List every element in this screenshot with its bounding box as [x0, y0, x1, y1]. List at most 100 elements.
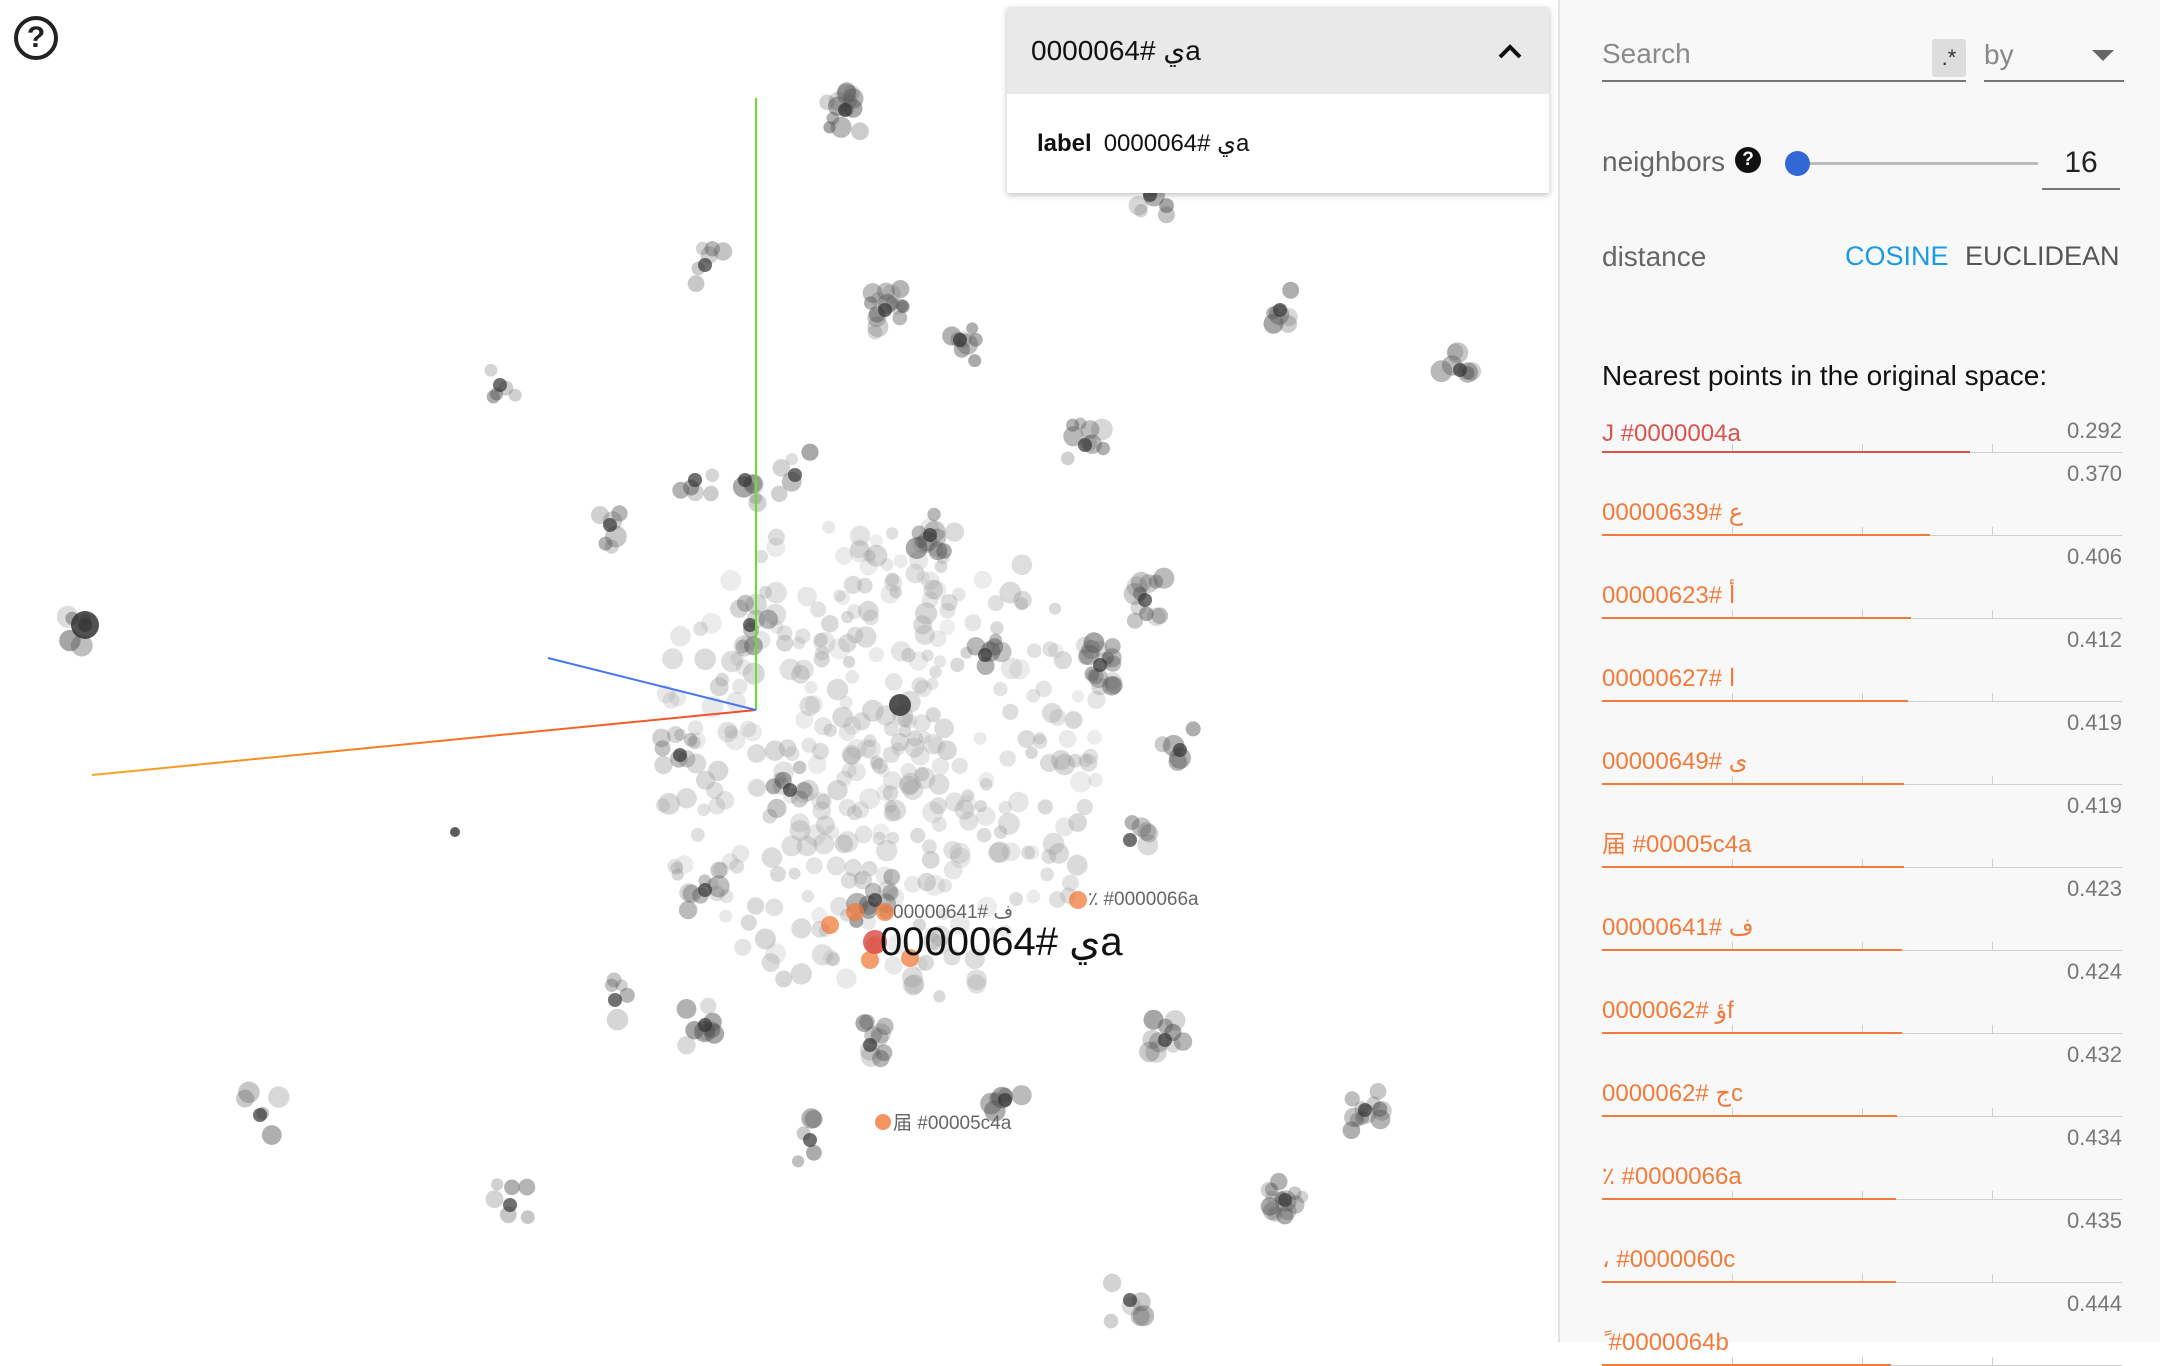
embedding-point[interactable]: [724, 725, 738, 739]
nearest-point-item[interactable]: 00000649# ى 0.419: [1602, 702, 2122, 785]
embedding-point[interactable]: [922, 839, 937, 855]
embedding-point[interactable]: [853, 870, 873, 890]
embedding-point[interactable]: [1154, 736, 1171, 753]
embedding-point[interactable]: [1049, 709, 1066, 726]
embedding-point[interactable]: [726, 692, 746, 712]
embedding-point[interactable]: [676, 788, 697, 809]
embedding-point[interactable]: [1104, 638, 1121, 655]
nearest-point-item[interactable]: 届 #00005c4a 0.419: [1602, 785, 2122, 868]
embedding-point[interactable]: [943, 840, 962, 860]
embedding-point[interactable]: [918, 954, 934, 971]
embedding-point[interactable]: [978, 648, 992, 662]
embedding-point[interactable]: [884, 799, 907, 821]
embedding-point[interactable]: [904, 737, 925, 758]
embedding-point[interactable]: [1064, 711, 1083, 729]
embedding-point[interactable]: [838, 723, 856, 742]
embedding-point[interactable]: [989, 633, 1002, 647]
embedding-point[interactable]: [1025, 746, 1038, 759]
embedding-point[interactable]: [976, 806, 996, 826]
embedding-point[interactable]: [885, 887, 905, 907]
embedding-point[interactable]: [740, 914, 757, 931]
embedding-point[interactable]: [1050, 750, 1072, 771]
embedding-point[interactable]: [864, 296, 878, 310]
embedding-point[interactable]: [815, 815, 835, 835]
embedding-point[interactable]: [1085, 669, 1099, 684]
embedding-point[interactable]: [810, 601, 827, 618]
embedding-point[interactable]: [834, 834, 853, 854]
embedding-point[interactable]: [1042, 702, 1063, 724]
embedding-point[interactable]: [1078, 649, 1094, 665]
embedding-point[interactable]: [852, 712, 871, 731]
embedding-point[interactable]: [977, 896, 997, 917]
embedding-point[interactable]: [976, 657, 995, 675]
embedding-point[interactable]: [1370, 1109, 1391, 1130]
embedding-point[interactable]: [860, 914, 877, 930]
embedding-point[interactable]: [1009, 659, 1030, 680]
embedding-point[interactable]: [869, 756, 884, 771]
embedding-point[interactable]: [1091, 677, 1109, 696]
embedding-point[interactable]: [713, 242, 733, 261]
embedding-point[interactable]: [795, 628, 811, 644]
embedding-point[interactable]: [1342, 1121, 1361, 1140]
embedding-point[interactable]: [889, 585, 902, 599]
embedding-point[interactable]: [974, 800, 987, 813]
embedding-point[interactable]: [654, 740, 671, 757]
nearest-point-label[interactable]: 00000623# أ: [1602, 582, 1736, 609]
nearest-point-item[interactable]: 0000062# ؤf 0.424: [1602, 951, 2122, 1034]
embedding-point[interactable]: [696, 770, 716, 790]
embedding-point[interactable]: [882, 771, 902, 790]
embedding-point[interactable]: [784, 746, 800, 761]
embedding-point[interactable]: [761, 953, 781, 972]
neighbor-point[interactable]: [876, 903, 894, 921]
embedding-point[interactable]: [1080, 420, 1100, 439]
embedding-point[interactable]: [938, 878, 952, 893]
embedding-point[interactable]: [949, 842, 971, 864]
embedding-point[interactable]: [968, 332, 983, 347]
embedding-point[interactable]: [860, 739, 881, 760]
embedding-point[interactable]: [801, 737, 817, 753]
embedding-point[interactable]: [841, 744, 862, 765]
embedding-point[interactable]: [882, 746, 900, 763]
embedding-point[interactable]: [907, 730, 924, 747]
embedding-point[interactable]: [922, 801, 944, 823]
embedding-point[interactable]: [776, 625, 793, 641]
embedding-point[interactable]: [867, 325, 883, 340]
embedding-point[interactable]: [783, 783, 797, 797]
embedding-point[interactable]: [998, 1093, 1012, 1107]
embedding-point[interactable]: [1131, 817, 1152, 837]
embedding-point[interactable]: [875, 866, 894, 885]
embedding-point[interactable]: [236, 1089, 255, 1108]
embedding-point[interactable]: [998, 800, 1012, 815]
embedding-point[interactable]: [914, 679, 933, 698]
embedding-point[interactable]: [1091, 418, 1113, 441]
embedding-point[interactable]: [669, 689, 687, 707]
embedding-point[interactable]: [1159, 198, 1174, 214]
embedding-point[interactable]: [748, 494, 767, 512]
embedding-point[interactable]: [1026, 688, 1041, 703]
embedding-point[interactable]: [832, 706, 854, 728]
embedding-point[interactable]: [721, 650, 743, 673]
embedding-point[interactable]: [59, 629, 81, 652]
embedding-point[interactable]: [910, 746, 930, 766]
nearest-point-label[interactable]: J #0000004a: [1602, 420, 1741, 447]
embedding-point[interactable]: [968, 354, 982, 368]
embedding-point[interactable]: [1096, 441, 1110, 456]
embedding-point[interactable]: [765, 898, 784, 917]
embedding-point[interactable]: [881, 284, 901, 304]
embedding-point[interactable]: [823, 723, 837, 737]
embedding-point[interactable]: [1344, 1091, 1360, 1107]
embedding-point[interactable]: [924, 927, 939, 943]
embedding-point[interactable]: [1058, 730, 1077, 748]
embedding-point[interactable]: [876, 784, 893, 801]
embedding-point[interactable]: [1279, 315, 1297, 333]
embedding-point[interactable]: [842, 746, 861, 765]
embedding-point[interactable]: [764, 603, 787, 626]
embedding-point[interactable]: [937, 907, 950, 920]
embedding-point[interactable]: [905, 563, 925, 584]
embedding-point[interactable]: [1276, 1207, 1294, 1225]
nearest-point-label[interactable]: 00000649# ى: [1602, 748, 1748, 775]
nearest-point-label[interactable]: 0000062# جc: [1602, 1080, 1743, 1107]
embedding-point[interactable]: [892, 310, 908, 326]
embedding-point[interactable]: [846, 626, 864, 644]
embedding-point[interactable]: [606, 1008, 629, 1031]
